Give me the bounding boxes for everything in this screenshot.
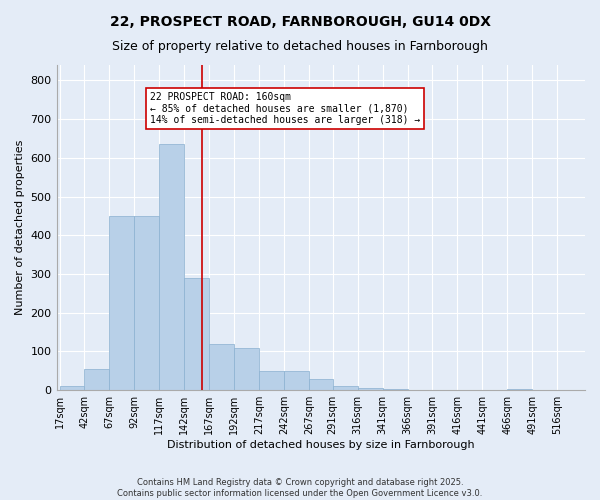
Bar: [234, 348, 259, 390]
Bar: [134, 216, 159, 390]
Bar: [59, 386, 85, 390]
Y-axis label: Number of detached properties: Number of detached properties: [15, 140, 25, 316]
Bar: [383, 389, 407, 390]
Text: Size of property relative to detached houses in Farnborough: Size of property relative to detached ho…: [112, 40, 488, 53]
Bar: [284, 371, 309, 390]
Bar: [85, 369, 109, 390]
Bar: [358, 388, 383, 390]
Bar: [309, 378, 333, 390]
Text: Contains HM Land Registry data © Crown copyright and database right 2025.
Contai: Contains HM Land Registry data © Crown c…: [118, 478, 482, 498]
Text: 22 PROSPECT ROAD: 160sqm
← 85% of detached houses are smaller (1,870)
14% of sem: 22 PROSPECT ROAD: 160sqm ← 85% of detach…: [150, 92, 421, 126]
Bar: [109, 216, 134, 390]
Bar: [259, 371, 284, 390]
Text: 22, PROSPECT ROAD, FARNBOROUGH, GU14 0DX: 22, PROSPECT ROAD, FARNBOROUGH, GU14 0DX: [110, 15, 491, 29]
X-axis label: Distribution of detached houses by size in Farnborough: Distribution of detached houses by size …: [167, 440, 475, 450]
Bar: [507, 389, 532, 390]
Bar: [184, 278, 209, 390]
Bar: [333, 386, 358, 390]
Bar: [209, 344, 234, 390]
Bar: [159, 144, 184, 390]
